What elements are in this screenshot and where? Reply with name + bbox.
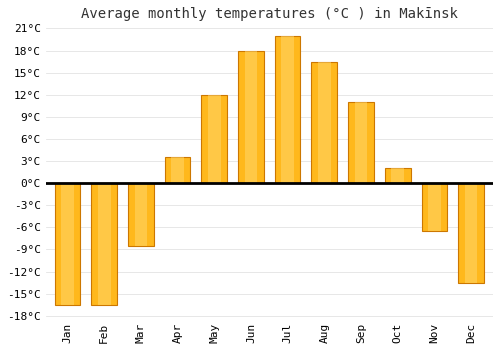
Bar bbox=[458, 183, 484, 282]
Bar bbox=[348, 102, 374, 183]
Bar bbox=[312, 62, 337, 183]
Bar bbox=[244, 51, 258, 183]
Bar bbox=[281, 36, 294, 183]
Title: Average monthly temperatures (°C ) in Makīnsk: Average monthly temperatures (°C ) in Ma… bbox=[81, 7, 458, 21]
Bar bbox=[428, 183, 441, 231]
Bar bbox=[92, 183, 117, 305]
Bar bbox=[464, 183, 477, 282]
Bar bbox=[98, 183, 110, 305]
Bar bbox=[61, 183, 74, 305]
Bar bbox=[134, 183, 147, 246]
Bar bbox=[318, 62, 330, 183]
Bar bbox=[385, 168, 410, 183]
Bar bbox=[165, 158, 190, 183]
Bar bbox=[54, 183, 80, 305]
Bar bbox=[171, 158, 184, 183]
Bar bbox=[354, 102, 368, 183]
Bar bbox=[202, 95, 227, 183]
Bar bbox=[208, 95, 220, 183]
Bar bbox=[238, 51, 264, 183]
Bar bbox=[392, 168, 404, 183]
Bar bbox=[128, 183, 154, 246]
Bar bbox=[275, 36, 300, 183]
Bar bbox=[422, 183, 447, 231]
